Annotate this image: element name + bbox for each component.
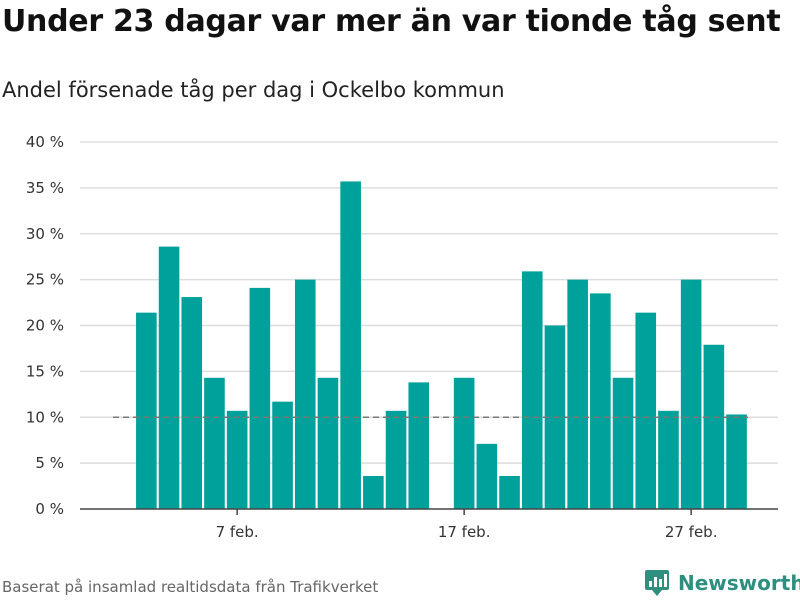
bar [408,382,430,509]
bar [658,410,679,509]
y-tick-label: 0 % [35,500,64,518]
bar [181,297,203,509]
bar [680,279,702,509]
newsworthy-logo-icon [645,570,669,596]
y-tick-label: 15 % [26,362,64,380]
bar [567,279,588,509]
bar [294,279,316,509]
bar [136,312,157,509]
y-tick-label: 25 % [26,271,64,289]
y-tick-label: 35 % [26,179,64,197]
bars [136,181,747,509]
bar [340,181,361,509]
bar [703,344,725,509]
bar [204,377,225,509]
bar [453,377,475,509]
bar [317,377,339,509]
y-tick-label: 5 % [35,454,64,472]
bar [385,410,407,509]
y-tick-label: 40 % [26,133,64,151]
source-note: Baserat på insamlad realtidsdata från Tr… [2,578,379,596]
bar [226,410,248,509]
bar [272,401,293,509]
tick-labels: 0 % 5 % 10 % 15 % 20 % 25 % 30 % 35 % 40 % 7 feb.… [26,133,718,541]
x-tick-label: 17 feb. [438,523,491,541]
x-tick-label: 7 feb. [216,523,259,541]
gridlines [80,141,778,464]
bar [363,475,384,509]
brand-name: Newsworthy [678,571,800,595]
bar [635,312,657,509]
chart-subtitle: Andel försenade tåg per dag i Ockelbo ko… [2,78,505,102]
brand: Newsworthy [644,569,800,597]
axes [80,508,778,515]
chart-title: Under 23 dagar var mer än var tionde tåg… [2,4,781,39]
x-tick-label: 27 feb. [665,523,718,541]
bar [249,287,271,509]
bar [726,414,747,509]
bar [158,246,180,509]
bar [499,475,520,509]
bar [612,377,634,509]
y-tick-label: 10 % [26,408,64,426]
bar [590,293,611,509]
bar [476,443,498,509]
y-tick-label: 20 % [26,317,64,335]
y-tick-label: 30 % [26,225,64,243]
bar [521,271,543,509]
